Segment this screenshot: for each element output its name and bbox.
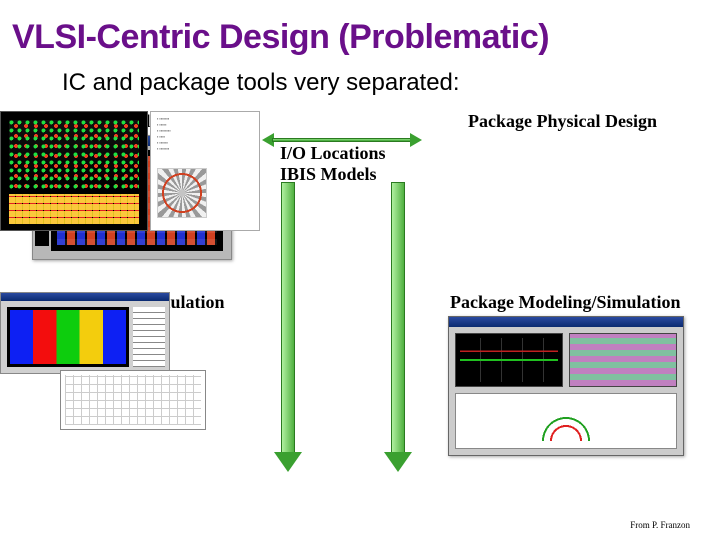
- field-plot-panel: [455, 393, 677, 449]
- label-package-physical-design: Package Physical Design: [468, 111, 657, 132]
- vertical-arrow-left: [278, 182, 298, 472]
- label-package-modeling-simulation: Package Modeling/Simulation: [450, 292, 681, 313]
- screenshot-package-physical-design: ▪ ▪▪▪▪▪▪▪▪ ▪▪▪▪▪▪ ▪▪▪▪▪▪▪▪▪ ▪▪▪▪▪ ▪▪▪▪▪▪…: [0, 111, 260, 236]
- package-info-panel: ▪ ▪▪▪▪▪▪▪▪ ▪▪▪▪▪▪ ▪▪▪▪▪▪▪▪▪ ▪▪▪▪▪ ▪▪▪▪▪▪…: [150, 111, 260, 231]
- row-modeling-simulation: IC Modeling/Simulation Package Modeling/…: [0, 292, 720, 482]
- arrow-shaft: [281, 182, 295, 454]
- package-layout-panel: [0, 111, 148, 231]
- arrow-shaft: [391, 182, 405, 454]
- layout-3d-window: [0, 292, 170, 374]
- screenshot-ic-modeling-simulation: [0, 292, 206, 432]
- screenshot-package-modeling-simulation: [448, 316, 684, 456]
- arrow-head-right-icon: [410, 133, 422, 147]
- arrow-head-down-icon: [384, 452, 412, 472]
- waveform-panel: [455, 333, 563, 387]
- window-titlebar: [1, 293, 169, 301]
- arrow-shaft: [272, 138, 412, 142]
- horizontal-double-arrow: [262, 136, 422, 144]
- mid-text-block: I/O Locations IBIS Models: [280, 143, 386, 184]
- mid-text-line1: I/O Locations: [280, 143, 386, 164]
- subtitle: IC and package tools very separated:: [0, 63, 720, 111]
- window-titlebar: [449, 317, 683, 327]
- schematic-window: [60, 370, 206, 430]
- page-title: VLSI-Centric Design (Problematic): [0, 0, 720, 63]
- layer-palette: [133, 307, 165, 367]
- attribution-text: From P. Franzon: [630, 520, 690, 530]
- stackup-panel: [569, 333, 677, 387]
- package-diagram: [157, 168, 207, 218]
- info-text-lines: ▪ ▪▪▪▪▪▪▪▪ ▪▪▪▪▪▪ ▪▪▪▪▪▪▪▪▪ ▪▪▪▪▪ ▪▪▪▪▪▪…: [157, 116, 255, 152]
- vertical-arrow-right: [388, 182, 408, 472]
- layout-3d-view: [7, 307, 129, 367]
- arrow-head-down-icon: [274, 452, 302, 472]
